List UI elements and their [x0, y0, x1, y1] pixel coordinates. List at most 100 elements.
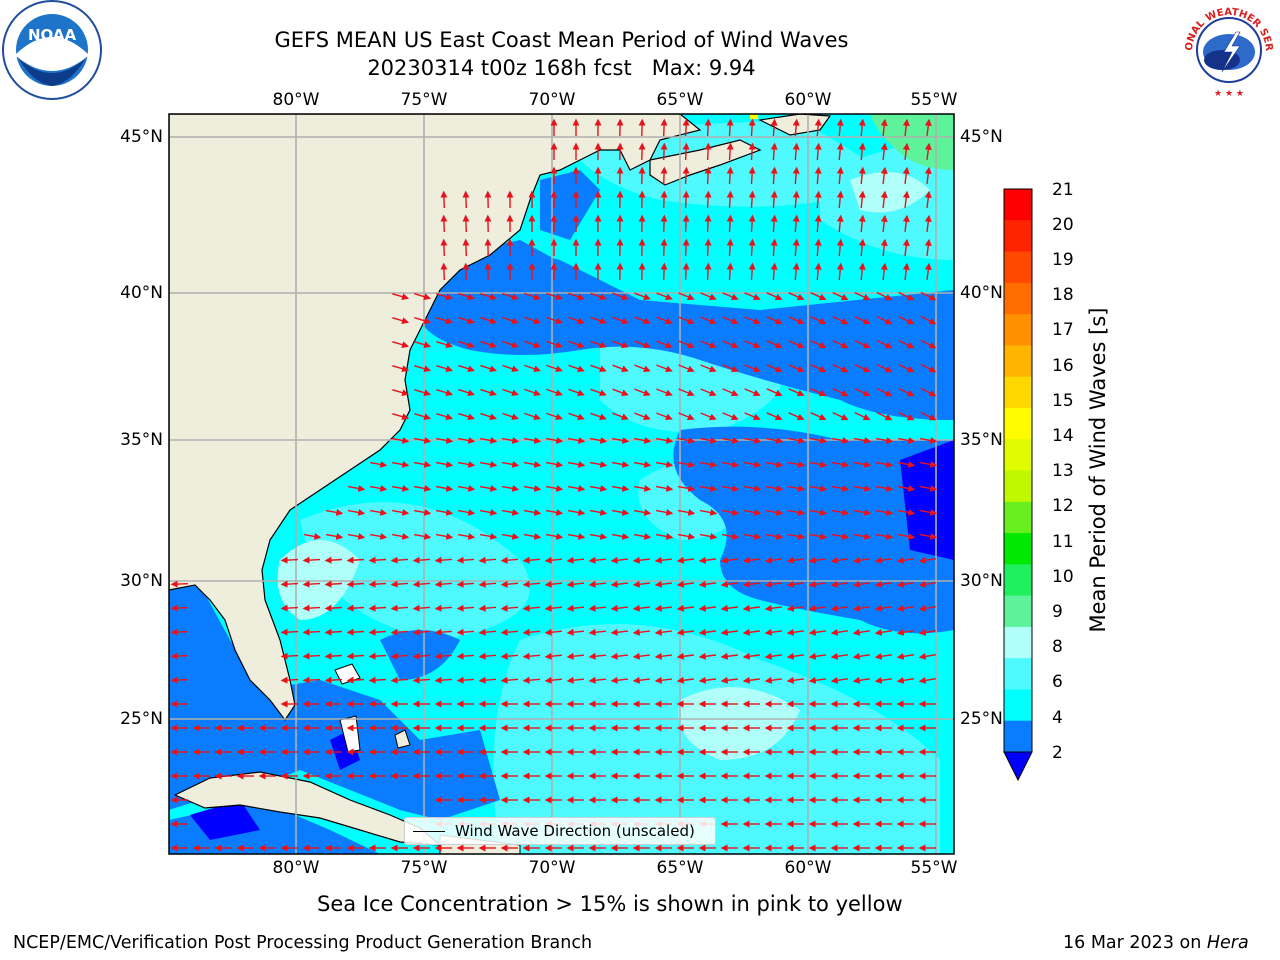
wind-wave-arrow — [457, 460, 476, 468]
wind-wave-arrow — [545, 508, 564, 516]
wind-wave-arrow — [836, 166, 844, 185]
wind-wave-arrow — [390, 652, 409, 660]
wind-wave-arrow — [830, 652, 849, 660]
wind-wave-arrow — [634, 412, 651, 421]
wind-wave-arrow — [655, 508, 674, 516]
wind-wave-arrow — [743, 436, 762, 444]
lon-label-top: 75°W — [400, 90, 448, 110]
wind-wave-arrow — [325, 532, 344, 540]
wind-wave-arrow — [920, 363, 937, 373]
wind-wave-arrow — [677, 484, 696, 492]
colorbar-tick: 20 — [1052, 215, 1074, 235]
wind-wave-arrow — [500, 556, 519, 564]
wind-wave-arrow — [676, 628, 694, 636]
wind-wave-arrow — [324, 556, 343, 564]
wind-wave-arrow — [568, 412, 585, 421]
wind-wave-arrow — [390, 556, 409, 564]
wind-wave-arrow — [919, 508, 938, 516]
wind-wave-arrow — [480, 292, 497, 301]
wind-wave-arrow — [414, 365, 432, 373]
wind-wave-arrow — [280, 628, 299, 636]
wind-wave-arrow — [814, 166, 822, 185]
wind-wave-arrow — [436, 341, 454, 349]
wind-wave-arrow — [502, 364, 519, 373]
wind-wave-arrow — [876, 339, 893, 349]
wind-wave-arrow — [832, 411, 849, 421]
wind-wave-arrow — [722, 388, 739, 397]
wind-wave-arrow — [700, 340, 717, 349]
wind-wave-arrow — [590, 412, 607, 421]
wind-wave-arrow — [721, 460, 740, 468]
wind-wave-arrow — [830, 676, 849, 684]
wind-wave-arrow — [704, 238, 712, 257]
wind-wave-arrow — [830, 556, 849, 564]
wind-wave-arrow — [810, 292, 827, 301]
wind-wave-arrow — [726, 166, 734, 185]
wind-wave-arrow — [280, 580, 299, 588]
wind-wave-arrow — [722, 292, 739, 301]
wind-wave-arrow — [721, 484, 740, 492]
wind-wave-arrow — [458, 388, 475, 397]
svg-text:NOAA: NOAA — [28, 26, 77, 44]
wind-wave-arrow — [876, 387, 893, 397]
wind-wave-arrow — [590, 316, 607, 325]
wind-wave-arrow — [748, 238, 756, 257]
colorbar-band — [1004, 501, 1032, 534]
wind-wave-arrow — [479, 508, 498, 516]
colorbar-band — [1004, 470, 1032, 503]
wind-wave-arrow — [788, 412, 805, 421]
lon-label-bottom: 65°W — [656, 858, 704, 878]
wind-wave-arrow — [390, 676, 409, 684]
wind-wave-arrow — [501, 460, 520, 468]
wind-wave-arrow — [875, 484, 894, 492]
wind-wave-arrow — [853, 460, 872, 468]
wind-wave-arrow — [369, 460, 388, 468]
wind-wave-arrow — [502, 412, 519, 421]
wind-wave-arrow — [633, 508, 652, 516]
wind-wave-arrow — [788, 316, 805, 325]
us-landmass — [169, 114, 702, 722]
wind-wave-arrow — [854, 339, 871, 349]
wind-wave-arrow — [590, 388, 607, 397]
wind-wave-arrow — [457, 436, 476, 444]
wind-wave-arrow — [704, 190, 712, 209]
wind-wave-arrow — [456, 676, 475, 684]
wind-wave-arrow — [324, 676, 343, 684]
wind-wave-arrow — [830, 604, 849, 612]
wind-wave-arrow — [656, 412, 673, 421]
wind-wave-arrow — [766, 388, 783, 397]
wind-wave-arrow — [567, 484, 586, 492]
wind-wave-arrow — [462, 238, 470, 257]
wind-wave-arrow — [544, 580, 563, 588]
wind-wave-arrow — [568, 316, 585, 325]
wind-wave-arrow — [786, 652, 804, 660]
wind-wave-arrow — [858, 238, 866, 257]
wind-wave-arrow — [655, 460, 674, 468]
wind-wave-arrow — [436, 293, 454, 301]
wind-wave-arrow — [610, 652, 629, 660]
wind-wave-arrow — [831, 532, 850, 540]
wind-wave-arrow — [699, 460, 718, 468]
wind-wave-arrow — [391, 436, 410, 444]
wind-wave-arrow — [874, 580, 893, 588]
wind-wave-arrow — [720, 556, 738, 564]
lat-label-right: 25°N — [960, 709, 1003, 729]
wind-wave-arrow — [836, 118, 844, 137]
wind-wave-arrow — [896, 676, 915, 684]
wind-wave-arrow — [698, 676, 716, 684]
colorbar-band — [1004, 595, 1032, 628]
wind-wave-arrow — [612, 388, 629, 397]
wind-wave-arrow — [435, 484, 454, 492]
wind-wave-arrow — [897, 436, 916, 444]
wind-wave-arrow — [810, 364, 827, 373]
wind-wave-arrow — [436, 389, 454, 397]
wind-wave-arrow — [854, 363, 871, 373]
wind-wave-arrow — [457, 508, 476, 516]
wind-wave-arrow — [704, 166, 712, 185]
wind-wave-arrow — [589, 532, 608, 540]
wind-wave-arrow — [412, 556, 431, 564]
wind-wave-arrow — [788, 292, 805, 301]
wind-wave-arrow — [170, 676, 189, 684]
wind-wave-arrow — [854, 315, 871, 325]
colorbar-band — [1004, 720, 1032, 753]
